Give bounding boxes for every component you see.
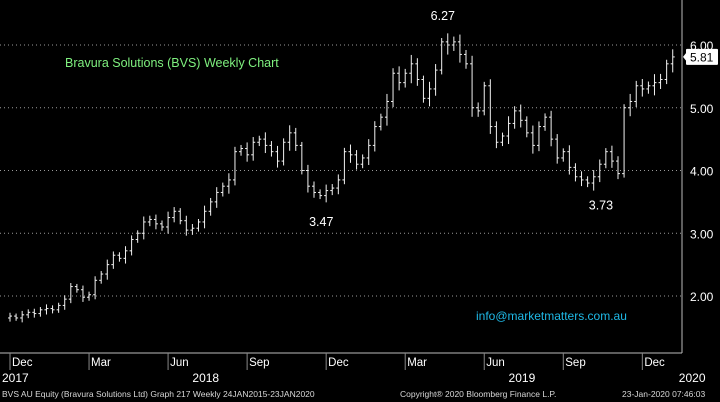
footer-timestamp: 23-Jan-2020 07:46:03 xyxy=(622,389,706,399)
chart-background xyxy=(0,0,720,387)
price-annotation: 3.47 xyxy=(309,215,333,229)
grid-lines xyxy=(0,44,682,297)
last-price-label: 5.81 xyxy=(690,50,714,64)
price-annotation: 6.27 xyxy=(431,9,455,23)
x-tick-label: Jun xyxy=(486,357,505,369)
x-tick-label: Sep xyxy=(249,357,269,369)
x-year-label: 2020 xyxy=(679,371,706,385)
x-year-label: 2018 xyxy=(192,371,219,385)
footer-copyright: Copyright® 2020 Bloomberg Finance L.P. xyxy=(400,389,557,399)
x-tick-label: Sep xyxy=(565,357,585,369)
footer-bar: BVS AU Equity (Bravura Solutions Ltd) Gr… xyxy=(0,387,720,402)
x-tick-label: Dec xyxy=(12,357,33,369)
x-year-label: 2019 xyxy=(509,371,536,385)
last-price-box xyxy=(686,48,718,65)
x-tick-label: Dec xyxy=(644,357,665,369)
x-tick-label: Jun xyxy=(170,357,189,369)
y-tick-label: 3.00 xyxy=(690,227,714,241)
last-price-pointer xyxy=(683,51,687,62)
footer-security-info: BVS AU Equity (Bravura Solutions Ltd) Gr… xyxy=(2,389,315,399)
y-tick-label: 5.00 xyxy=(690,102,714,116)
x-tick-label: Dec xyxy=(328,357,349,369)
y-tick-label: 4.00 xyxy=(690,165,714,179)
watermark-email[interactable]: info@marketmatters.com.au xyxy=(476,309,627,323)
y-tick-label: 2.00 xyxy=(690,290,714,304)
price-annotation: 3.73 xyxy=(589,198,613,212)
x-year-label: 2017 xyxy=(2,371,29,385)
chart-title: Bravura Solutions (BVS) Weekly Chart xyxy=(65,56,279,70)
chart-labels: Bravura Solutions (BVS) Weekly Chart inf… xyxy=(65,9,718,323)
x-tick-label: Mar xyxy=(407,357,427,369)
x-tick-label: Mar xyxy=(91,357,111,369)
ohlc-bars xyxy=(8,33,675,323)
